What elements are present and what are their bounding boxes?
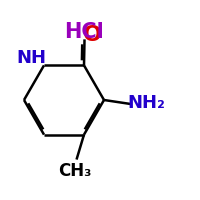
Text: CH₃: CH₃ [58,162,91,180]
Text: HCl: HCl [64,22,104,42]
Text: O: O [83,25,102,45]
Text: NH₂: NH₂ [128,94,166,112]
Text: NH: NH [16,49,46,67]
